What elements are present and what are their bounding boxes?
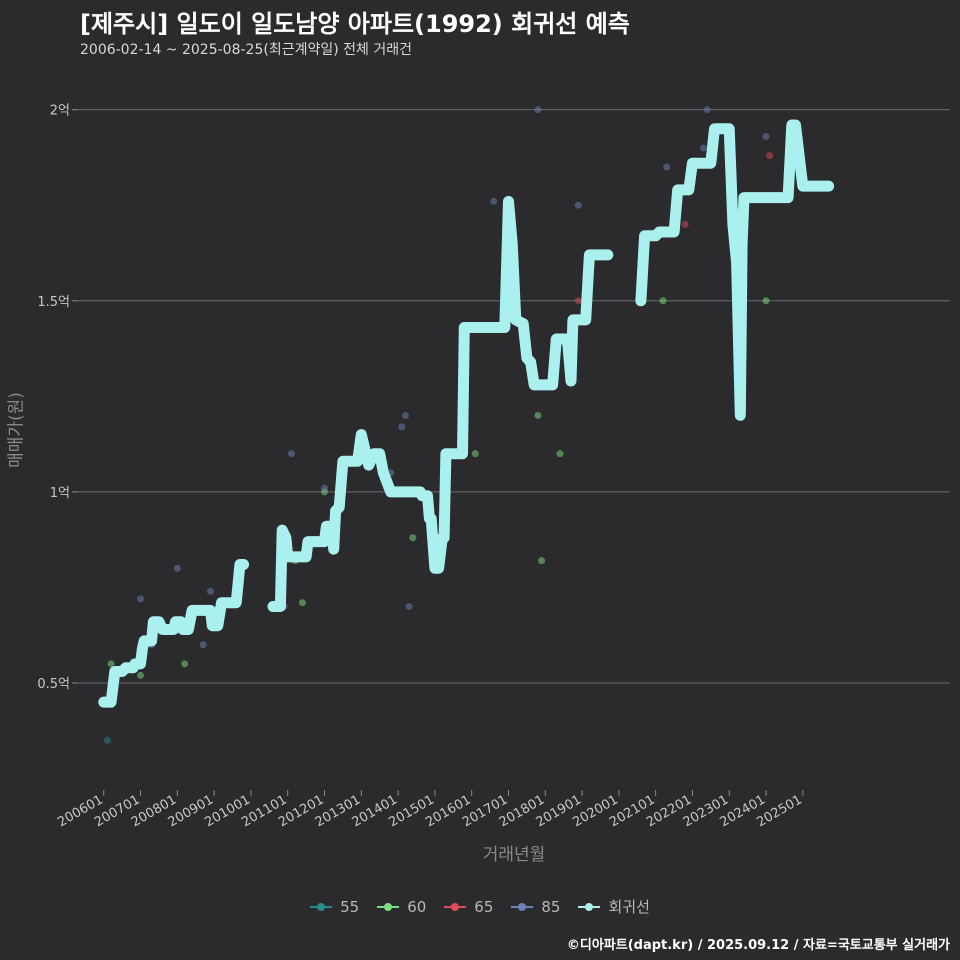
x-tick-labels: 2006012007012008012009012010012011012012… [55, 792, 805, 830]
y-tick-label: 2억 [50, 104, 70, 119]
data-point-55 [103, 736, 111, 744]
data-point-85 [173, 564, 181, 572]
data-point-60 [556, 450, 564, 458]
data-point-85 [699, 144, 707, 152]
legend-item: 55 [310, 896, 359, 917]
data-point-85 [663, 163, 671, 171]
data-point-60 [298, 599, 306, 607]
legend-item: 60 [377, 896, 426, 917]
legend-key-point [585, 902, 594, 911]
legend-label: 65 [474, 897, 494, 916]
legend-item: 65 [444, 896, 493, 917]
legend-key [578, 899, 601, 915]
legend-key [377, 899, 400, 915]
y-tick-label: 0.5억 [37, 677, 70, 692]
chart-subtitle: 2006-02-14 ~ 2025-08-25(최근계약일) 전체 거래건 [80, 42, 412, 58]
legend-key-point [518, 902, 527, 911]
legend-label: 85 [541, 897, 561, 916]
data-point-85 [321, 484, 329, 492]
regression-line-segment [267, 195, 614, 612]
data-point-60 [471, 450, 479, 458]
data-point-85 [762, 132, 770, 140]
legend-key-point [451, 902, 460, 911]
data-point-85 [287, 450, 295, 458]
legend-label: 60 [407, 897, 427, 916]
legend-key [310, 899, 333, 915]
data-point-85 [534, 106, 542, 114]
regression-line-segment [98, 559, 250, 708]
legend-key [444, 899, 467, 915]
legend: 55 60 65 85 회귀선 [0, 896, 960, 917]
source-credit: ©디아파트(dapt.kr) / 2025.09.12 / 자료=국토교통부 실… [566, 938, 950, 953]
y-axis-label: 매매가(원) [6, 392, 27, 468]
data-point-60 [534, 411, 542, 419]
data-point-60 [538, 557, 546, 565]
data-point-65 [574, 297, 582, 305]
data-point-60 [762, 297, 770, 305]
y-tick-labels: 0.5억 1억 1.5억 2억 [37, 104, 70, 692]
data-point-60 [181, 660, 189, 668]
legend-item: 회귀선 [578, 896, 650, 917]
data-point-65 [681, 220, 689, 228]
legend-item: 85 [511, 896, 560, 917]
legend-key-point [384, 902, 393, 911]
y-tick-label: 1.5억 [37, 295, 70, 310]
data-point-85 [574, 201, 582, 209]
chart-title: [제주시] 일도이 일도남양 아파트(1992) 회귀선 예측 [80, 10, 630, 38]
data-point-60 [659, 297, 667, 305]
data-point-85 [405, 603, 413, 611]
y-tick-label: 1억 [50, 486, 70, 501]
data-point-60 [107, 660, 115, 668]
data-point-85 [703, 106, 711, 114]
data-point-65 [766, 152, 774, 160]
regression-line-segment [635, 119, 835, 421]
legend-key [511, 899, 534, 915]
data-point-85 [199, 641, 207, 649]
data-point-85 [206, 587, 214, 595]
data-point-60 [137, 671, 145, 679]
data-point-85 [398, 423, 406, 431]
legend-label: 회귀선 [608, 898, 650, 916]
x-axis-label: 거래년월 [482, 845, 546, 865]
data-point-85 [137, 595, 145, 603]
data-point-85 [401, 411, 409, 419]
legend-label: 55 [340, 897, 360, 916]
data-point-60 [409, 534, 417, 542]
data-point-85 [490, 197, 498, 205]
regression-line [98, 119, 835, 708]
legend-key-point [317, 902, 326, 911]
